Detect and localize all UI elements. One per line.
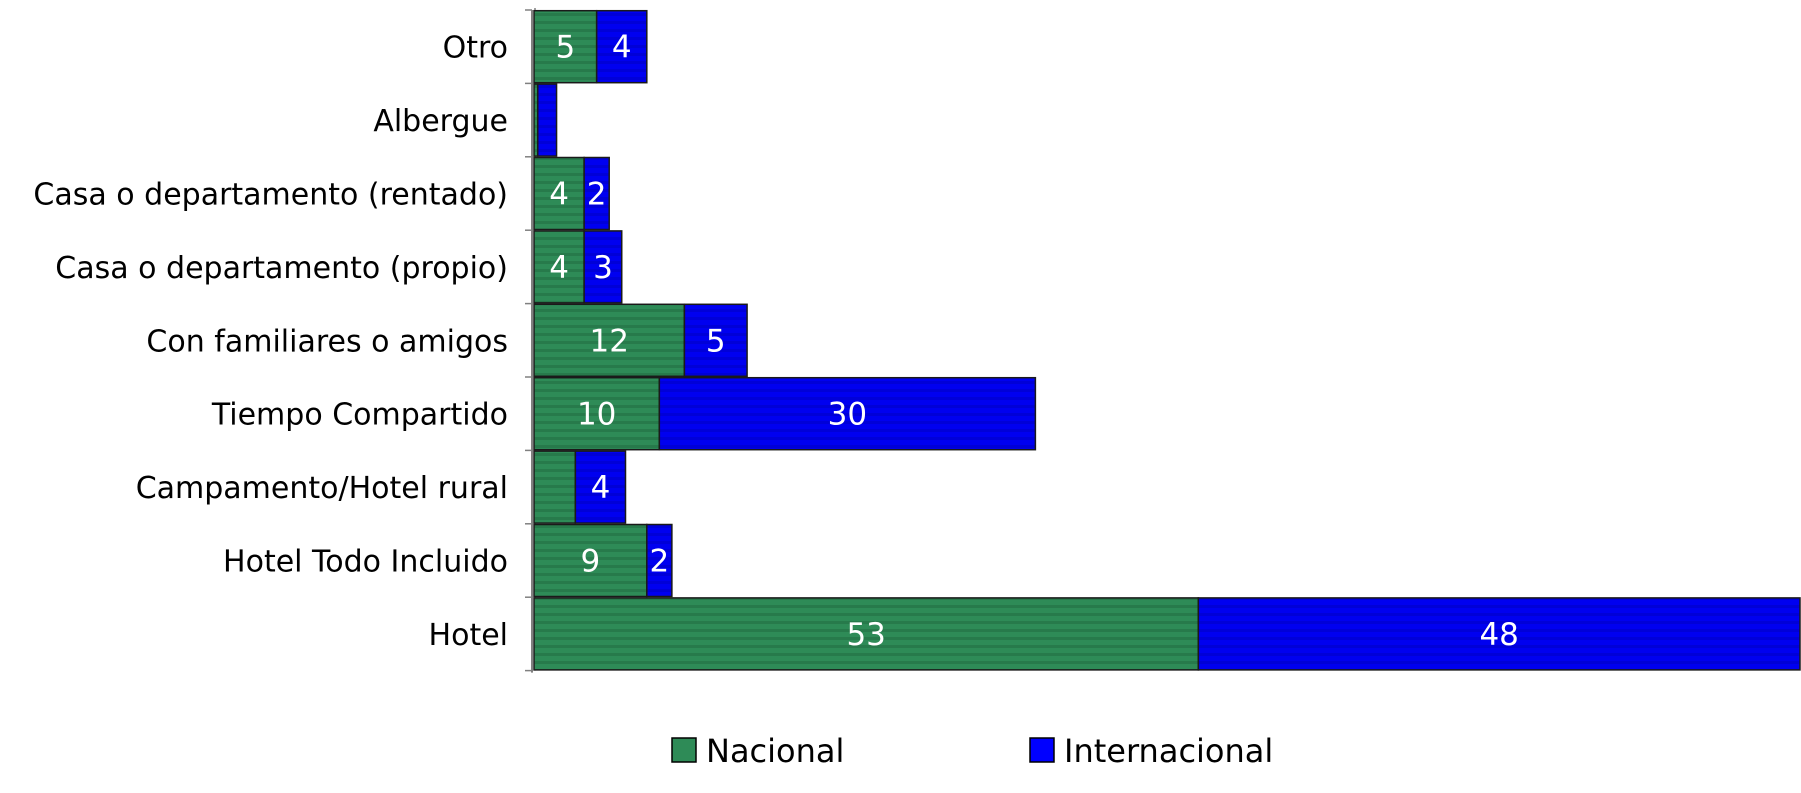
bar-internacional bbox=[646, 523, 673, 598]
bar-nacional bbox=[533, 597, 1200, 671]
category-label: Albergue bbox=[373, 104, 508, 139]
category-label: Hotel bbox=[429, 618, 508, 653]
data-label: 5 bbox=[706, 323, 726, 359]
bar-nacional bbox=[533, 230, 585, 304]
y-axis: Otro Albergue Casa o departamento (rentado… bbox=[33, 8, 536, 673]
category-label: Otro bbox=[443, 31, 508, 66]
bar-internacional bbox=[595, 9, 648, 84]
data-label: 4 bbox=[549, 250, 569, 286]
data-label: 4 bbox=[591, 470, 611, 506]
bar-internacional bbox=[1197, 597, 1801, 671]
data-label: 53 bbox=[846, 617, 885, 653]
bar-nacional bbox=[533, 156, 585, 231]
bar-nacional bbox=[533, 9, 598, 84]
bar-internacional bbox=[658, 376, 1037, 451]
category-label: Casa o departamento (propio) bbox=[55, 251, 508, 286]
data-label: 10 bbox=[577, 397, 616, 433]
category-label: Casa o departamento (rentado) bbox=[33, 178, 508, 213]
bar-internacional bbox=[583, 156, 610, 231]
data-label: 2 bbox=[587, 177, 607, 213]
legend-swatch bbox=[1029, 737, 1055, 763]
data-label: 3 bbox=[593, 250, 613, 286]
legend-label: Internacional bbox=[1064, 732, 1273, 770]
bar-nacional bbox=[533, 450, 577, 524]
bar-nacional bbox=[533, 376, 661, 451]
bar-nacional bbox=[533, 523, 648, 598]
bar-internacional bbox=[574, 450, 627, 524]
data-label: 4 bbox=[549, 177, 569, 213]
bar-internacional bbox=[583, 230, 623, 304]
data-label: 2 bbox=[649, 544, 669, 580]
bar-internacional bbox=[537, 83, 558, 157]
bars-group: 540424312510304925348 bbox=[533, 9, 1801, 671]
legend-swatch bbox=[671, 737, 697, 763]
category-label: Tiempo Compartido bbox=[211, 398, 508, 433]
category-label: Campamento/Hotel rural bbox=[136, 471, 508, 506]
legend: Nacional Internacional bbox=[671, 732, 1273, 770]
legend-label: Nacional bbox=[706, 732, 844, 770]
category-label: Hotel Todo Incluido bbox=[223, 545, 508, 580]
data-label: 5 bbox=[555, 30, 575, 66]
data-label: 30 bbox=[828, 397, 867, 433]
data-label: 4 bbox=[612, 30, 632, 66]
data-label: 48 bbox=[1479, 617, 1518, 653]
bar-internacional bbox=[683, 303, 748, 378]
category-label: Con familiares o amigos bbox=[146, 324, 508, 359]
data-label: 12 bbox=[589, 323, 628, 359]
data-label: 9 bbox=[581, 544, 601, 580]
